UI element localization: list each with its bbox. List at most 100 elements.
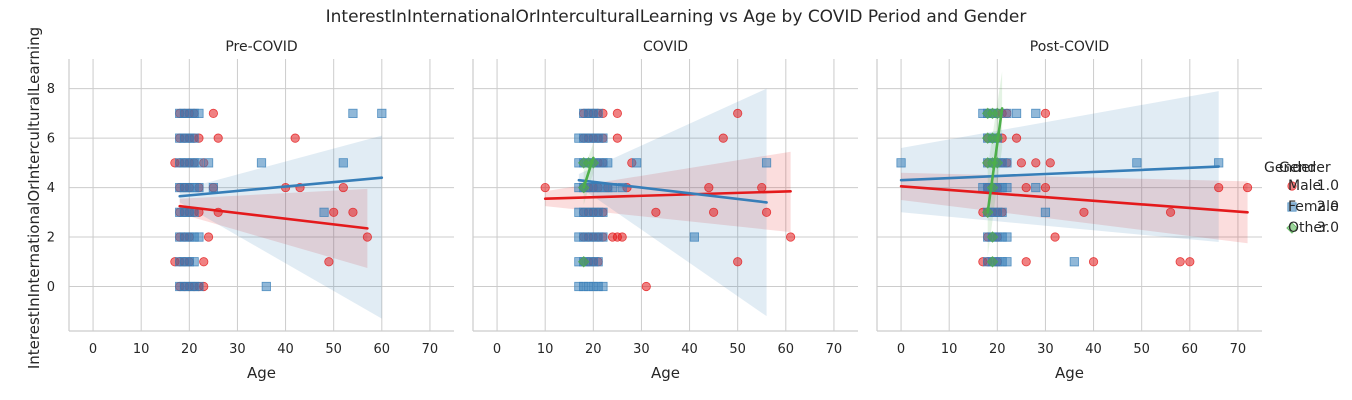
point-female bbox=[377, 108, 387, 118]
point-female bbox=[256, 158, 267, 168]
x-axis-label: Age bbox=[651, 364, 680, 382]
point-male bbox=[213, 133, 223, 143]
x-tick-label: 0 bbox=[89, 342, 97, 357]
point-other bbox=[986, 231, 999, 243]
point-female bbox=[617, 182, 627, 193]
point-female bbox=[761, 158, 772, 168]
point-female bbox=[1002, 182, 1012, 193]
point-female bbox=[189, 133, 199, 143]
point-female bbox=[189, 257, 199, 267]
x-axis-label: Age bbox=[1055, 364, 1084, 382]
point-female bbox=[194, 158, 204, 168]
y-tick-label: 0 bbox=[47, 280, 55, 295]
legend-value-male: 1.0 bbox=[1317, 178, 1339, 194]
y-tick-label: 6 bbox=[47, 132, 55, 147]
point-female bbox=[194, 281, 204, 292]
point-male bbox=[1021, 182, 1031, 193]
legend-label-male: Male bbox=[1288, 178, 1321, 194]
point-other bbox=[577, 255, 590, 268]
legend-marker-other bbox=[1286, 222, 1298, 234]
panel-post-covid: 0 10 20 30 40 50 60 70 Post-COVID Age bbox=[876, 39, 1262, 382]
x-tick-label: 40 bbox=[1085, 342, 1102, 357]
fit-line-female bbox=[577, 178, 768, 204]
panel-title: COVID bbox=[643, 39, 688, 55]
point-female bbox=[194, 108, 204, 118]
point-female bbox=[1031, 182, 1041, 193]
point-male bbox=[757, 182, 767, 193]
x-tick-label: 60 bbox=[778, 342, 795, 357]
y-tick-label: 8 bbox=[47, 82, 55, 97]
x-tick-label: 50 bbox=[1133, 342, 1150, 357]
point-female bbox=[1011, 108, 1022, 118]
point-male bbox=[612, 108, 622, 119]
panel-title: Post-COVID bbox=[1030, 39, 1109, 55]
figure-title: InterestInInternationalOrInterculturalLe… bbox=[326, 7, 1027, 27]
x-tick-label: 30 bbox=[229, 342, 246, 357]
x-tick-label: 50 bbox=[729, 342, 746, 357]
legend-value-female: 2.0 bbox=[1317, 199, 1339, 215]
x-tick-label: 50 bbox=[325, 342, 342, 357]
point-male bbox=[718, 133, 728, 143]
point-male bbox=[612, 133, 622, 143]
point-female bbox=[208, 182, 218, 193]
point-male bbox=[1045, 158, 1055, 168]
point-female bbox=[1132, 158, 1142, 168]
x-tick-label: 10 bbox=[941, 342, 958, 357]
point-male bbox=[641, 281, 651, 292]
x-tick-label: 60 bbox=[374, 342, 391, 357]
point-male bbox=[1175, 257, 1185, 267]
point-male bbox=[709, 207, 719, 217]
point-male bbox=[704, 182, 714, 193]
point-other bbox=[587, 157, 600, 169]
fit-line-male bbox=[543, 189, 792, 201]
point-female bbox=[598, 207, 608, 217]
point-female bbox=[1031, 108, 1041, 118]
point-male bbox=[1079, 207, 1089, 217]
point-female bbox=[632, 158, 642, 168]
point-female bbox=[593, 257, 603, 267]
point-male bbox=[362, 232, 372, 242]
point-male bbox=[540, 182, 550, 193]
x-tick-label: 10 bbox=[537, 342, 554, 357]
point-female bbox=[1069, 257, 1079, 267]
y-tick-label: 4 bbox=[47, 181, 55, 196]
point-female bbox=[603, 158, 613, 168]
point-male bbox=[1088, 257, 1099, 267]
point-male bbox=[1242, 182, 1253, 193]
point-female bbox=[319, 207, 329, 217]
panels: 0 10 20 30 40 50 60 70 0 2 4 6 8 Pre-COVID Age 0 10 20 30 4… bbox=[47, 39, 1262, 382]
point-male bbox=[617, 232, 627, 242]
legend-value-other: 3.0 bbox=[1317, 220, 1339, 236]
point-male bbox=[290, 133, 300, 143]
point-male bbox=[761, 207, 772, 217]
point-male bbox=[1040, 108, 1051, 119]
legend-label-female: Female bbox=[1288, 199, 1339, 215]
panel-covid: 0 10 20 30 40 50 60 70 COVID Age bbox=[472, 39, 858, 382]
x-tick-label: 20 bbox=[585, 342, 602, 357]
point-male bbox=[733, 108, 743, 119]
point-male bbox=[324, 257, 334, 267]
point-female bbox=[598, 281, 608, 292]
legend-marker-male bbox=[1287, 181, 1297, 191]
x-tick-label: 30 bbox=[633, 342, 650, 357]
point-female bbox=[1002, 108, 1012, 118]
ci-band-female bbox=[578, 88, 767, 317]
point-female bbox=[261, 281, 271, 292]
panel-title: Pre-COVID bbox=[225, 39, 297, 55]
fit-line-other bbox=[582, 156, 595, 189]
point-male bbox=[1214, 182, 1224, 193]
point-male bbox=[199, 257, 209, 267]
point-male bbox=[329, 207, 339, 217]
point-male bbox=[1040, 182, 1051, 193]
point-female bbox=[338, 158, 348, 168]
point-female bbox=[598, 133, 608, 143]
point-male bbox=[1165, 207, 1176, 217]
x-axis-label: Age bbox=[247, 364, 276, 382]
point-male bbox=[786, 232, 796, 242]
x-tick-label: 70 bbox=[422, 342, 439, 357]
x-tick-label: 70 bbox=[1230, 342, 1247, 357]
point-other bbox=[986, 255, 999, 268]
